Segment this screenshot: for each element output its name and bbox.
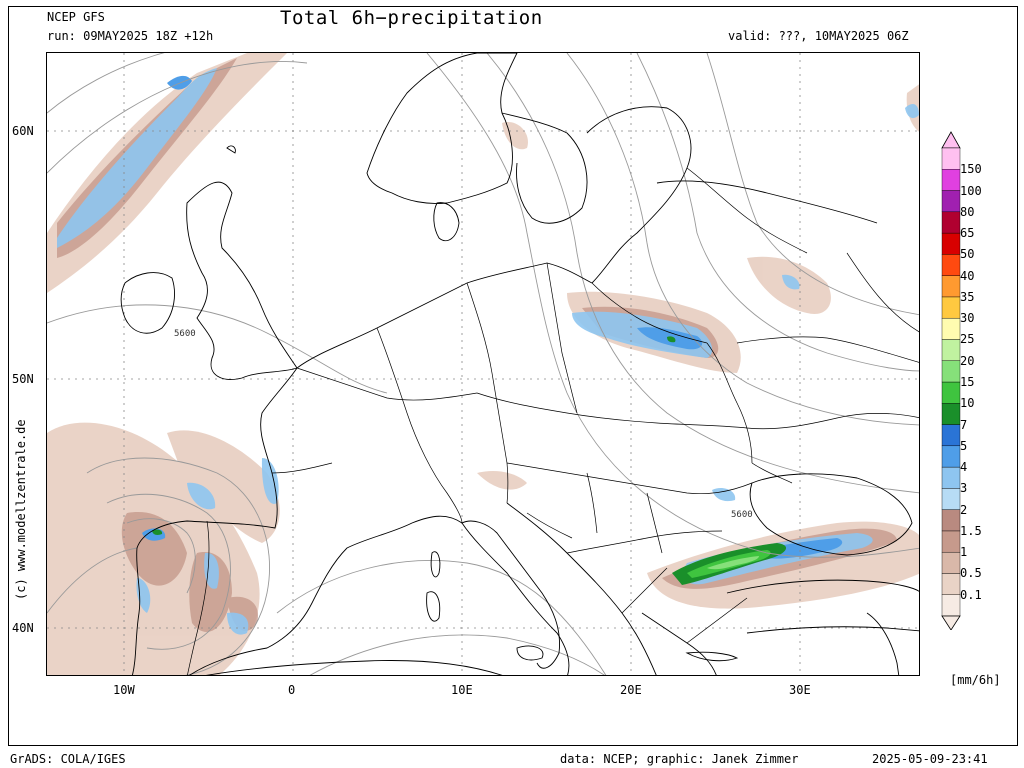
legend-swatch bbox=[941, 424, 961, 447]
figure-frame bbox=[8, 6, 1018, 746]
legend-swatch bbox=[941, 296, 961, 319]
country-borders bbox=[187, 167, 919, 675]
legend-level-label: 7 bbox=[960, 417, 968, 432]
legend-level-label: 20 bbox=[960, 353, 975, 368]
legend-swatch bbox=[941, 232, 961, 255]
legend-swatch bbox=[941, 594, 961, 617]
valid-label: valid: ???, 10MAY2025 06Z bbox=[728, 29, 909, 43]
legend-level-label: 10 bbox=[960, 396, 975, 411]
legend-swatch bbox=[941, 509, 961, 532]
legend-level-label: 0.1 bbox=[960, 587, 982, 602]
footer-timestamp: 2025-05-09-23:41 bbox=[872, 752, 988, 766]
contour-label-east: 5600 bbox=[731, 510, 753, 520]
map-canvas: 5600 5600 bbox=[47, 53, 919, 675]
legend-level-label: 2 bbox=[960, 502, 968, 517]
legend-level-label: 50 bbox=[960, 247, 975, 262]
legend-level-label: 0.5 bbox=[960, 566, 982, 581]
legend-swatch bbox=[941, 275, 961, 298]
model-label: NCEP GFS bbox=[47, 10, 105, 24]
contour-label-west: 5600 bbox=[174, 329, 196, 339]
legend-overflow-arrow bbox=[941, 131, 961, 149]
legend-swatch bbox=[941, 190, 961, 213]
legend-swatch bbox=[941, 551, 961, 574]
legend-level-label: 30 bbox=[960, 311, 975, 326]
legend-level-label: 15 bbox=[960, 375, 975, 389]
legend-colorbar bbox=[941, 131, 961, 630]
legend-level-label: 5 bbox=[960, 438, 968, 453]
map-title: Total 6h−precipitation bbox=[280, 7, 543, 29]
legend-level-label: 1 bbox=[960, 545, 968, 560]
legend-swatch bbox=[941, 466, 961, 489]
legend-swatch bbox=[941, 339, 961, 361]
legend-level-label: 25 bbox=[960, 332, 975, 347]
legend-swatch bbox=[941, 530, 961, 553]
lon-label-30e: 30E bbox=[789, 683, 811, 697]
legend-level-label: 4 bbox=[960, 460, 968, 475]
lon-label-20e: 20E bbox=[620, 683, 642, 697]
legend-swatch bbox=[941, 254, 961, 276]
legend-swatch bbox=[941, 403, 961, 425]
legend-swatch bbox=[941, 445, 961, 468]
footer-credits: data: NCEP; graphic: Janek Zimmer bbox=[560, 752, 799, 766]
legend-level-label: 150 bbox=[960, 162, 982, 177]
legend-level-label: 3 bbox=[960, 481, 968, 496]
legend-level-label: 40 bbox=[960, 268, 975, 283]
legend-swatch bbox=[941, 317, 961, 340]
legend-underflow-arrow bbox=[941, 615, 961, 630]
lat-label-50n: 50N bbox=[12, 372, 34, 386]
legend-unit: [mm/6h] bbox=[950, 673, 1001, 687]
precip-green-areas bbox=[152, 336, 787, 585]
legend-swatch bbox=[941, 169, 961, 191]
legend-swatch bbox=[941, 488, 961, 510]
legend-swatch bbox=[941, 573, 961, 595]
lon-label-10w: 10W bbox=[113, 683, 135, 697]
coastlines bbox=[120, 53, 919, 675]
footer-software: GrADS: COLA/IGES bbox=[10, 752, 126, 766]
legend-swatch bbox=[941, 211, 961, 234]
lon-label-10e: 10E bbox=[451, 683, 473, 697]
legend-swatch bbox=[941, 360, 961, 383]
legend-swatch bbox=[941, 147, 961, 170]
legend-swatch bbox=[941, 381, 961, 404]
precipitation-map: 5600 5600 bbox=[46, 52, 920, 676]
lat-label-60n: 60N bbox=[12, 124, 34, 138]
legend-level-label: 35 bbox=[960, 289, 975, 304]
graticule bbox=[47, 53, 919, 675]
legend-level-label: 100 bbox=[960, 183, 982, 198]
lon-label-0: 0 bbox=[288, 683, 296, 697]
legend-level-label: 80 bbox=[960, 204, 975, 219]
lat-label-40n: 40N bbox=[12, 621, 34, 635]
run-label: run: 09MAY2025 18Z +12h bbox=[47, 29, 214, 43]
legend-level-label: 1.5 bbox=[960, 523, 982, 538]
legend-level-label: 65 bbox=[960, 226, 975, 241]
geopotential-contours bbox=[47, 53, 919, 675]
watermark: (c) www.modellzentrale.de bbox=[14, 419, 28, 600]
